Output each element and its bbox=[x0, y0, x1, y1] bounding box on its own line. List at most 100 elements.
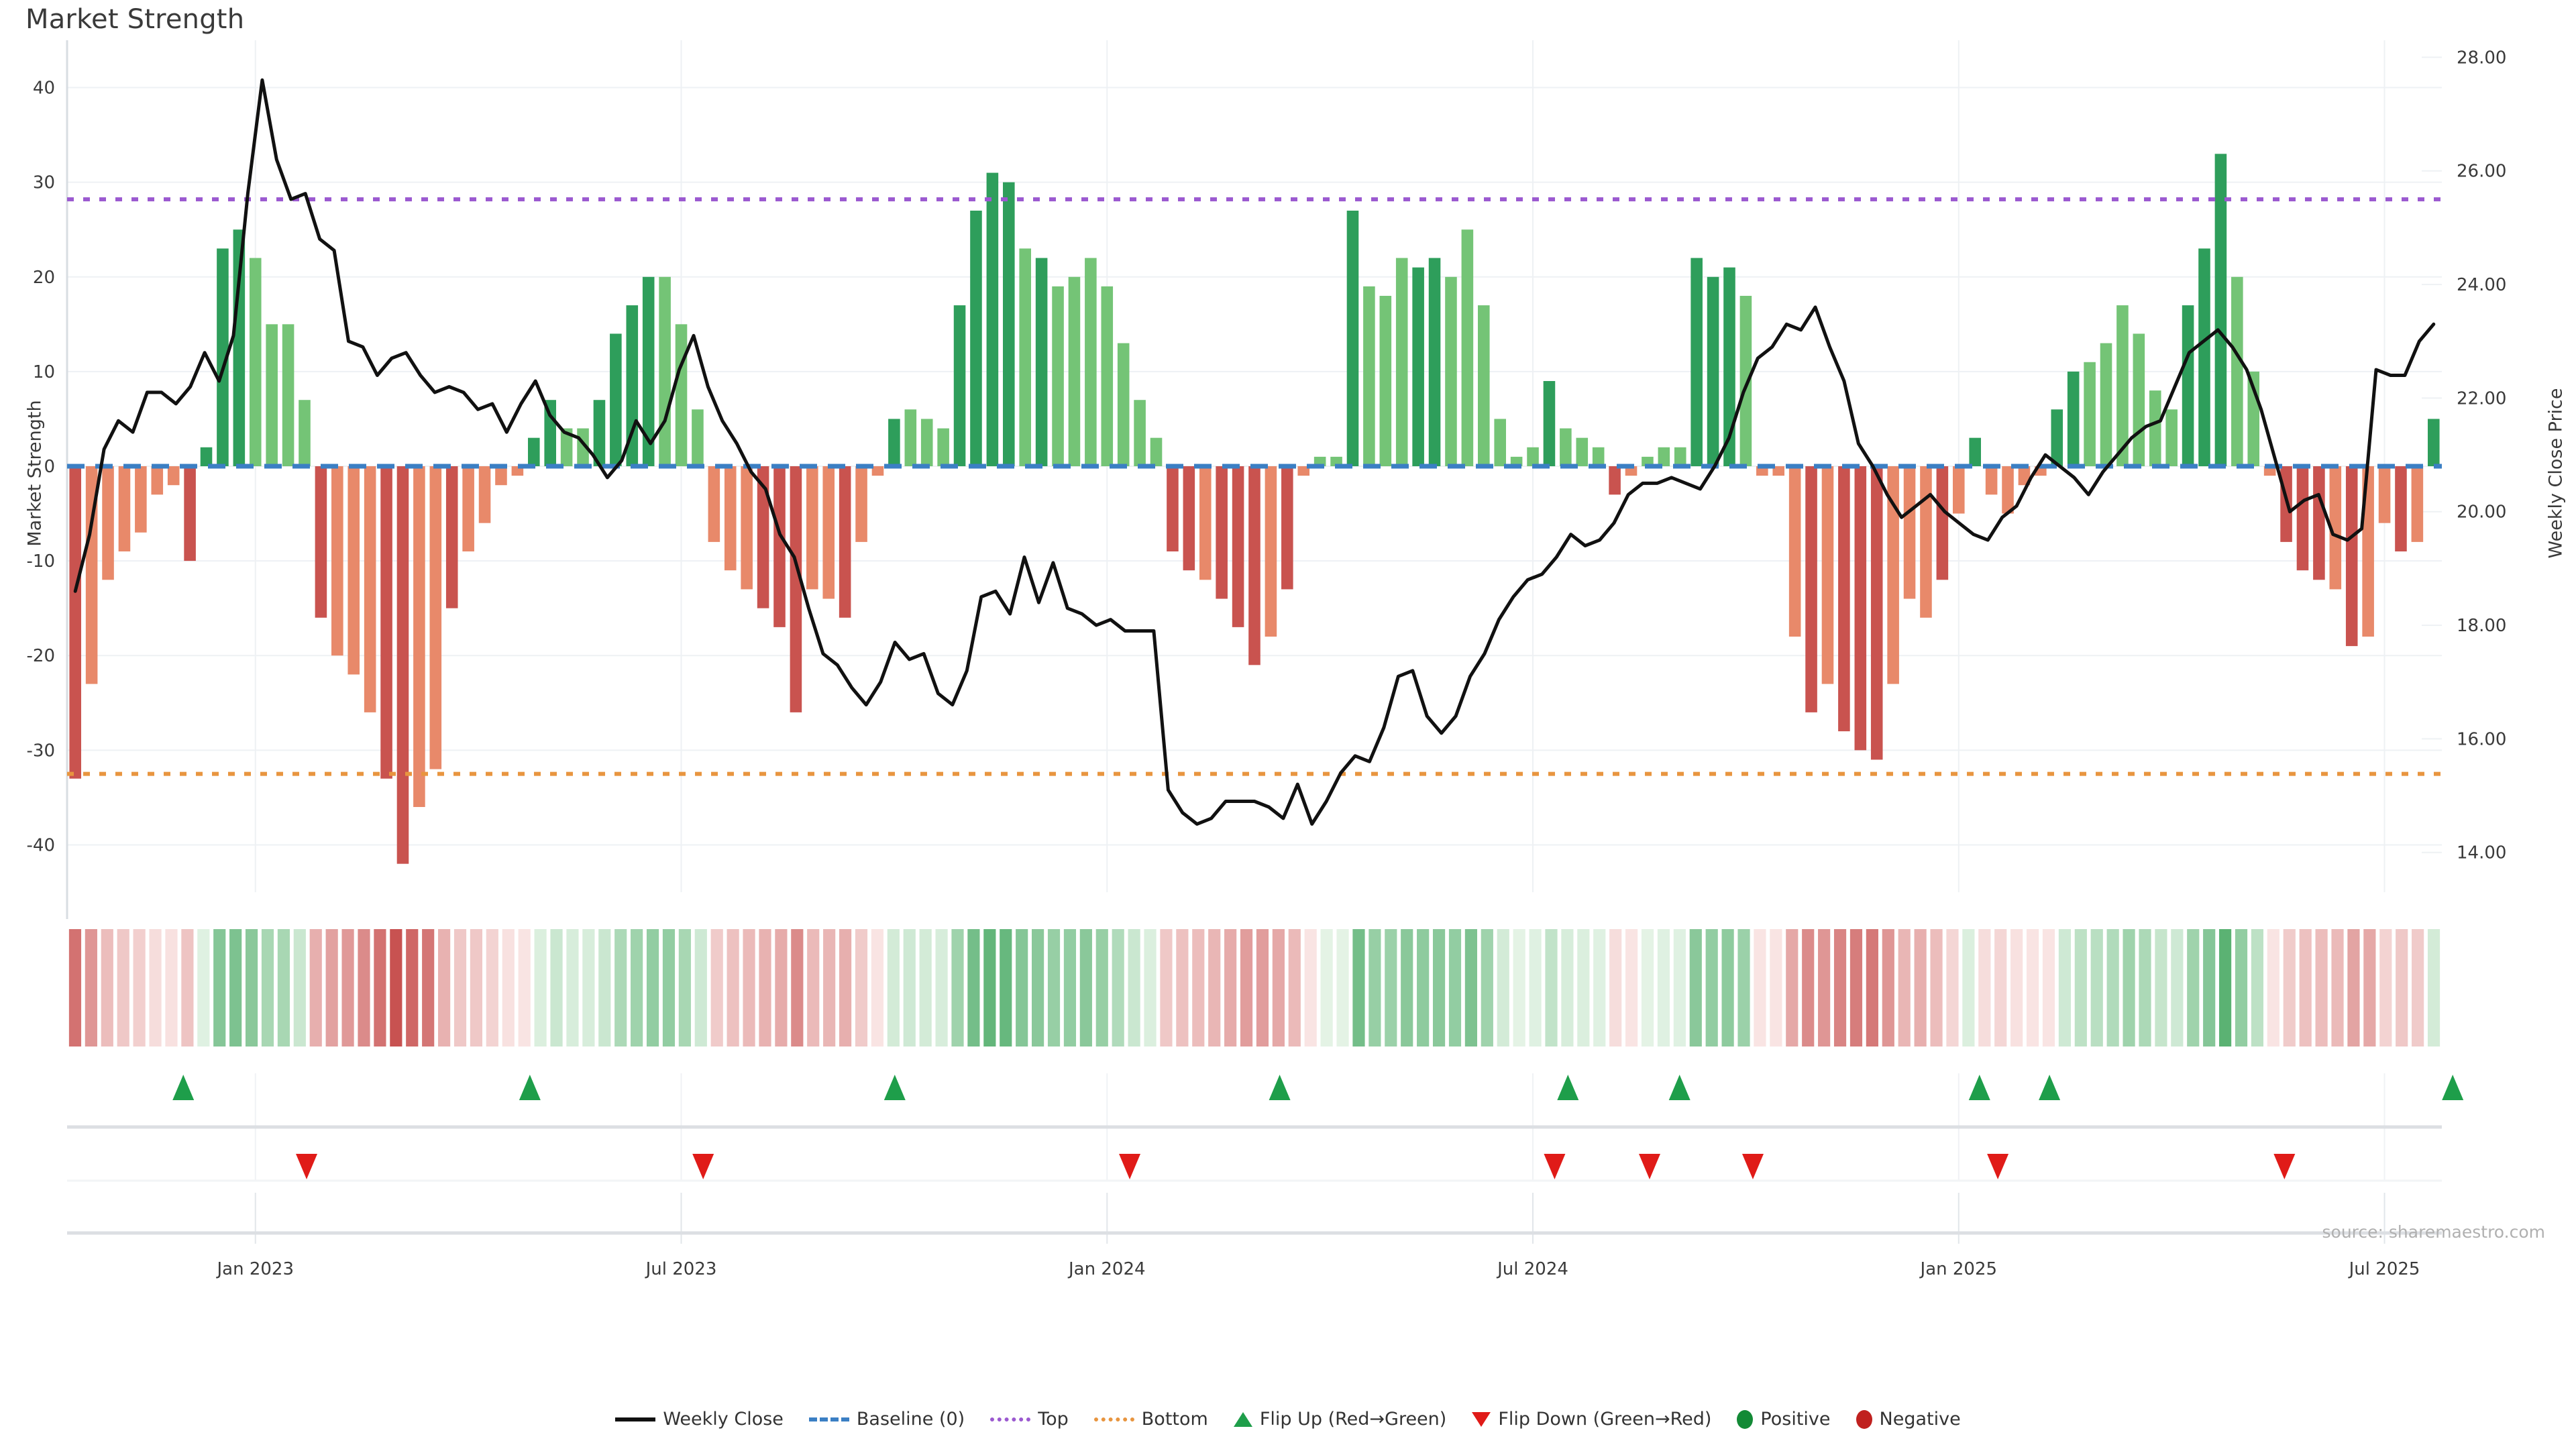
heatmap-cell bbox=[2396, 929, 2408, 1046]
heatmap-cell bbox=[775, 929, 788, 1046]
strength-bar bbox=[855, 466, 867, 542]
legend-item[interactable]: Positive bbox=[1737, 1409, 1831, 1430]
legend-item[interactable]: Flip Up (Red→Green) bbox=[1233, 1409, 1446, 1430]
strength-bar bbox=[2100, 343, 2112, 466]
y-axis-left-tick: -40 bbox=[27, 835, 55, 855]
heatmap-cell bbox=[1882, 929, 1894, 1046]
legend-label: Flip Down (Green→Red) bbox=[1498, 1409, 1712, 1430]
heatmap-cell bbox=[1000, 929, 1012, 1046]
strength-bar bbox=[1510, 456, 1523, 466]
positive-dot-icon bbox=[1737, 1409, 1754, 1429]
y-axis-left-tick: 10 bbox=[33, 362, 55, 382]
strength-bar bbox=[1854, 466, 1867, 751]
strength-bar bbox=[2313, 466, 2325, 580]
heatmap-cell bbox=[1385, 929, 1397, 1046]
legend-item[interactable]: Bottom bbox=[1093, 1409, 1208, 1430]
heatmap-cell bbox=[727, 929, 739, 1046]
y-axis-left-tick: 20 bbox=[33, 268, 55, 288]
heatmap-cell bbox=[1224, 929, 1237, 1046]
y-axis-right-tick: 18.00 bbox=[2457, 616, 2506, 636]
heatmap-cell bbox=[149, 929, 162, 1046]
heatmap-cell bbox=[1786, 929, 1799, 1046]
heatmap-cell bbox=[117, 929, 129, 1046]
heatmap-cell bbox=[1304, 929, 1317, 1046]
heatmap-cell bbox=[2412, 929, 2424, 1046]
heatmap-cell bbox=[2379, 929, 2392, 1046]
strength-bar bbox=[2214, 154, 2227, 467]
strength-bar bbox=[1920, 466, 1932, 618]
flip-up-marker bbox=[2039, 1075, 2061, 1100]
strength-bar bbox=[773, 466, 786, 627]
strength-bar bbox=[396, 466, 409, 864]
flip-up-marker bbox=[1668, 1075, 1690, 1100]
strength-bar bbox=[1412, 267, 1424, 466]
strength-bar bbox=[1805, 466, 1817, 712]
strength-bar bbox=[1592, 447, 1605, 466]
strength-bar bbox=[1216, 466, 1228, 599]
heatmap-cell bbox=[1866, 929, 1878, 1046]
strength-bar bbox=[1346, 211, 1359, 466]
heatmap-cell bbox=[582, 929, 595, 1046]
heatmap-cell bbox=[631, 929, 643, 1046]
heatmap-cell bbox=[1336, 929, 1349, 1046]
heatmap-cell bbox=[1962, 929, 1975, 1046]
heatmap-cell bbox=[406, 929, 419, 1046]
heatmap-cell bbox=[2106, 929, 2119, 1046]
strength-bar bbox=[692, 409, 704, 466]
heatmap-cell bbox=[1593, 929, 1606, 1046]
legend-label: Positive bbox=[1760, 1409, 1831, 1430]
strength-bar bbox=[364, 466, 376, 712]
heatmap-cell bbox=[2331, 929, 2344, 1046]
strength-bar bbox=[1068, 276, 1081, 466]
flip-down-marker bbox=[1119, 1154, 1141, 1179]
flip-up-marker bbox=[1269, 1075, 1291, 1100]
heatmap-cell bbox=[1802, 929, 1815, 1046]
heatmap-cell bbox=[1481, 929, 1493, 1046]
heatmap-cell bbox=[1368, 929, 1381, 1046]
heatmap-cell bbox=[967, 929, 980, 1046]
heatmap-cell bbox=[1849, 929, 1863, 1046]
weekly-close-line-icon bbox=[615, 1417, 656, 1421]
heatmap-cell bbox=[1770, 929, 1782, 1046]
bottom-line-icon bbox=[1093, 1417, 1134, 1421]
heatmap-cell bbox=[614, 929, 627, 1046]
heatmap-cell bbox=[374, 929, 386, 1046]
strength-bar bbox=[790, 466, 802, 712]
heatmap-cell bbox=[759, 929, 771, 1046]
flip-up-marker bbox=[1557, 1075, 1579, 1100]
strength-bar bbox=[167, 466, 180, 486]
heatmap-cell bbox=[2026, 929, 2039, 1046]
heatmap-cell bbox=[486, 929, 498, 1046]
heatmap-cell bbox=[470, 929, 483, 1046]
strength-bar bbox=[757, 466, 769, 608]
heatmap-cell bbox=[133, 929, 146, 1046]
flip-up-marker bbox=[172, 1075, 195, 1100]
strength-bar bbox=[2296, 466, 2309, 571]
strength-bar bbox=[445, 466, 458, 608]
heatmap-cell bbox=[1176, 929, 1189, 1046]
strength-bar bbox=[1395, 258, 1408, 466]
legend-item[interactable]: Weekly Close bbox=[615, 1409, 784, 1430]
strength-bar bbox=[1527, 447, 1539, 466]
strength-bar bbox=[1756, 466, 1768, 476]
x-axis-tick-label: Jul 2024 bbox=[1496, 1259, 1568, 1279]
legend-item[interactable]: Negative bbox=[1856, 1409, 1961, 1430]
strength-bar bbox=[937, 428, 949, 466]
strength-bar bbox=[1330, 456, 1342, 466]
legend-item[interactable]: Flip Down (Green→Red) bbox=[1472, 1409, 1711, 1430]
legend-item[interactable]: Top bbox=[990, 1409, 1069, 1430]
legend-item[interactable]: Baseline (0) bbox=[808, 1409, 965, 1430]
strength-bar bbox=[1494, 419, 1506, 466]
flip-down-marker bbox=[1544, 1154, 1566, 1179]
heatmap-cell bbox=[2090, 929, 2103, 1046]
strength-bar bbox=[2149, 390, 2161, 466]
strength-bar bbox=[1985, 466, 1998, 495]
strength-bar bbox=[1739, 296, 1752, 466]
heatmap-cell bbox=[1609, 929, 1622, 1046]
top-line-icon bbox=[990, 1417, 1031, 1421]
heatmap-cell bbox=[1513, 929, 1525, 1046]
strength-bar bbox=[2198, 248, 2210, 466]
legend-label: Negative bbox=[1879, 1409, 1961, 1430]
heatmap-cell bbox=[1754, 929, 1766, 1046]
heatmap-cell bbox=[213, 929, 226, 1046]
